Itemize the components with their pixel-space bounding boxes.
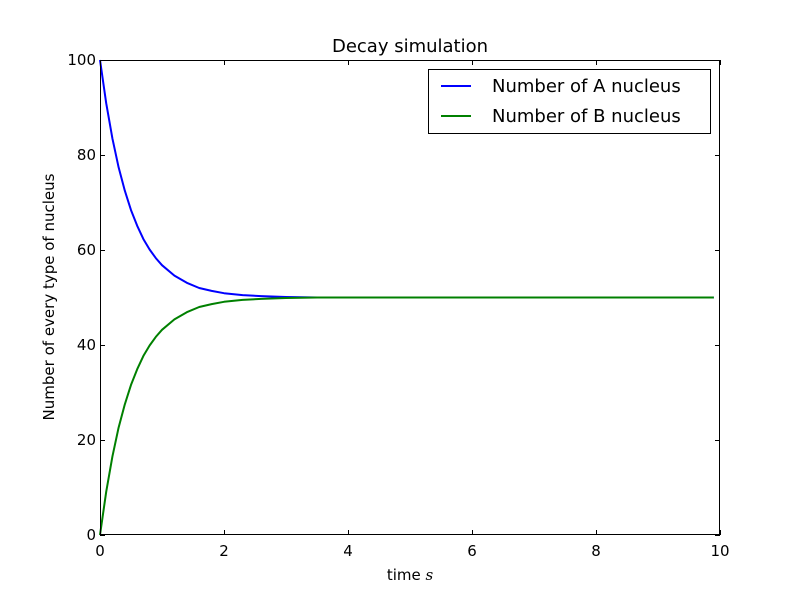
legend-entry-label: Number of A nucleus [492, 76, 681, 97]
y-tick-label: 80 [77, 146, 96, 164]
legend-box [428, 69, 711, 134]
x-axis-unit: s [425, 566, 433, 584]
x-tick-label: 0 [95, 542, 105, 560]
y-tick-label: 0 [86, 526, 96, 544]
y-axis-ticks: 0 20 40 60 80 100 [67, 51, 720, 544]
y-tick-label: 20 [77, 431, 96, 449]
y-tick-label: 60 [77, 241, 96, 259]
y-tick-label: 40 [77, 336, 96, 354]
x-tick-label: 8 [591, 542, 601, 560]
x-tick-label: 2 [219, 542, 229, 560]
series-layer [99, 59, 714, 536]
x-axis-label: time s [387, 566, 434, 584]
legend: Number of A nucleus Number of B nucleus [428, 69, 711, 134]
plot-frame [100, 60, 720, 535]
x-axis-ticks: 0 2 4 6 8 10 [95, 60, 730, 560]
x-tick-label: 6 [467, 542, 477, 560]
chart-title: Decay simulation [332, 36, 488, 57]
legend-entry-label: Number of B nucleus [492, 106, 681, 127]
y-axis-label: Number of every type of nucleus [40, 173, 58, 420]
x-tick-label: 10 [710, 542, 729, 560]
x-tick-label: 4 [343, 542, 353, 560]
series-line-b [99, 296, 714, 536]
x-axis-label-text: time [387, 566, 421, 584]
y-tick-label: 100 [67, 51, 96, 69]
